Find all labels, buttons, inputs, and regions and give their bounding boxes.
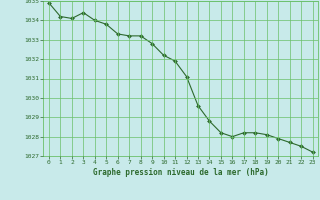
X-axis label: Graphe pression niveau de la mer (hPa): Graphe pression niveau de la mer (hPa) bbox=[93, 168, 269, 177]
